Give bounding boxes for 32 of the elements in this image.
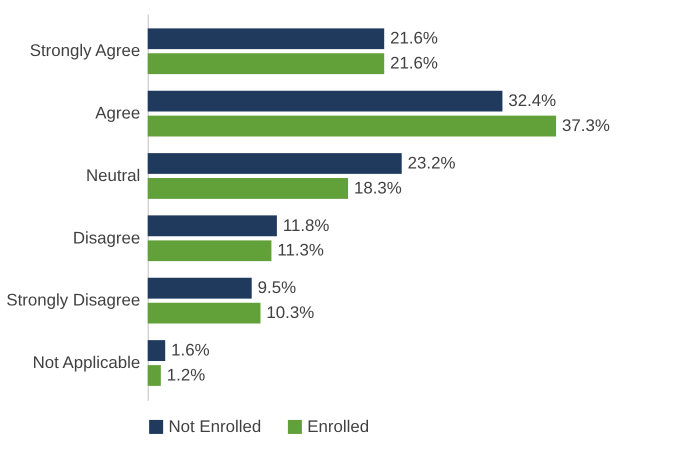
data-label: 32.4% <box>508 91 556 110</box>
data-label: 10.3% <box>266 303 314 322</box>
legend-label: Not Enrolled <box>168 416 262 436</box>
data-label: 11.3% <box>277 240 324 260</box>
data-label: 9.5% <box>258 278 296 298</box>
data-label: 21.6% <box>390 54 438 73</box>
bar <box>148 90 502 112</box>
legend-label: Enrolled <box>307 416 370 436</box>
data-label: 18.3% <box>354 178 402 198</box>
data-label: 1.6% <box>171 340 210 360</box>
y-tick-label: Strongly Agree <box>30 41 140 60</box>
data-label: 21.6% <box>390 28 438 48</box>
data-label: 11.8% <box>282 216 330 235</box>
bar <box>148 116 556 136</box>
y-tick-label: Strongly Disagree <box>6 290 140 310</box>
y-tick-label: Neutral <box>86 166 140 185</box>
bar <box>148 153 402 174</box>
y-tick-label: Disagree <box>72 228 140 248</box>
bar <box>148 278 252 299</box>
bar <box>148 340 166 361</box>
bar <box>148 302 260 324</box>
bar <box>148 178 348 199</box>
bar <box>148 240 272 262</box>
y-tick-label: Agree <box>95 104 140 123</box>
bar <box>148 365 161 386</box>
bar <box>148 28 384 50</box>
data-label: 1.2% <box>166 365 206 384</box>
bar <box>148 215 277 236</box>
data-label: 23.2% <box>408 153 456 172</box>
data-label: 37.3% <box>562 116 610 136</box>
y-tick-label: Not Applicable <box>32 352 140 372</box>
bar <box>148 53 384 74</box>
